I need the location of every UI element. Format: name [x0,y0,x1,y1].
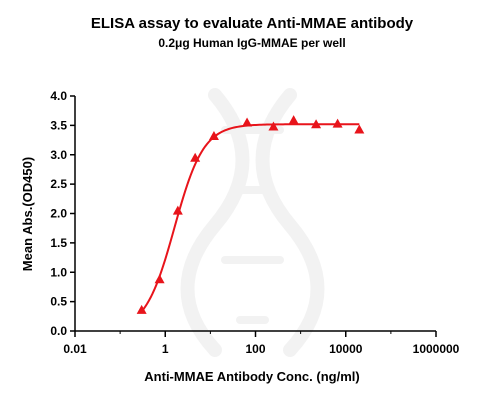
dna-watermark [180,88,325,357]
data-point-triangle [172,205,183,215]
data-point-triangle [354,124,365,134]
x-axis: 0.01 1 100 10000 1000000 [63,330,460,356]
fit-curve-line [140,123,360,313]
fit-curve-layer [140,123,360,313]
data-point-triangle [208,130,219,140]
chart-subtitle: 0.2μg Human IgG-MMAE per well [158,36,345,50]
y-tick-label: 2.5 [50,177,67,191]
x-tick-label: 1 [162,342,169,356]
y-tick-label: 3.5 [50,118,67,132]
y-tick-label: 0.5 [50,295,67,309]
y-tick-label: 4.0 [50,89,67,103]
data-point-triangle [288,115,299,125]
data-point-triangle [136,304,147,314]
x-tick-label: 100 [245,342,265,356]
x-tick-label: 10000 [329,342,363,356]
y-axis-title: Mean Abs.(OD450) [20,157,35,271]
y-tick-label: 3.0 [50,148,67,162]
data-points [136,115,365,314]
data-point-triangle [311,119,322,129]
data-point-triangle [190,152,201,162]
x-tick-label: 0.01 [63,342,87,356]
x-tick-label: 1000000 [413,342,460,356]
y-tick-label: 1.0 [50,265,67,279]
y-tick-label: 0.0 [50,324,67,338]
data-point-triangle [332,118,343,128]
y-tick-label: 2.0 [50,207,67,221]
data-point-triangle [242,117,253,127]
data-point-triangle [154,274,165,284]
x-axis-title: Anti-MMAE Antibody Conc. (ng/ml) [144,369,359,384]
y-tick-label: 1.5 [50,236,67,250]
y-axis: 0.0 0.5 1.0 1.5 2.0 2.5 3.0 3.5 4.0 [50,89,76,338]
chart-title: ELISA assay to evaluate Anti-MMAE antibo… [91,15,414,32]
data-point-triangle [268,121,279,131]
